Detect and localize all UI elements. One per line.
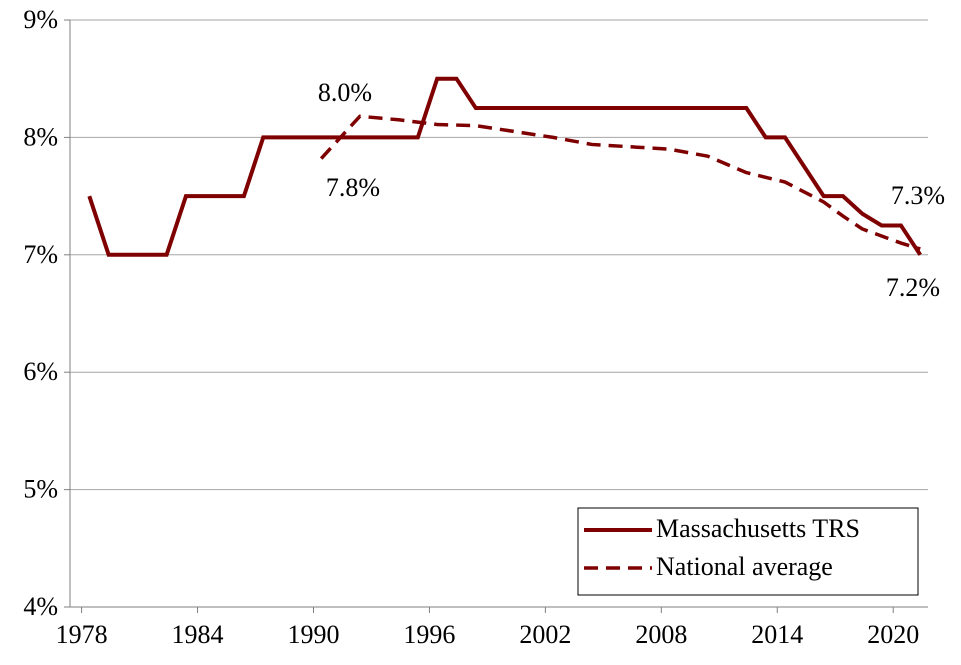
plot [87,76,922,257]
series-line [319,114,921,251]
legend: Massachusetts TRS National average [577,507,919,596]
x-tick-label: 2002 [519,620,571,649]
x-tick-label: 1996 [403,620,455,649]
y-tick-label: 9% [23,5,58,34]
y-tick-label: 8% [23,122,58,151]
x-tick-label: 1978 [56,620,108,649]
y-tick-label: 7% [23,240,58,269]
x-tick-label: 2020 [867,620,919,649]
annotation: 7.2% [886,273,940,302]
grid [64,19,928,613]
x-tick-label: 2014 [751,620,803,649]
y-tick-label: 5% [23,475,58,504]
legend-label: National average [656,552,833,581]
annotation: 8.0% [318,78,372,107]
legend-label: Massachusetts TRS [656,514,860,543]
y-tick-label: 4% [23,592,58,621]
x-tick-label: 1990 [287,620,339,649]
legend-frame [577,507,919,596]
y-tick-label: 6% [23,357,58,386]
annotation: 7.3% [891,181,945,210]
series-line [87,76,922,257]
annotation: 7.8% [326,173,380,202]
x-tick-label: 1984 [172,620,224,649]
x-tick-label: 2008 [635,620,687,649]
